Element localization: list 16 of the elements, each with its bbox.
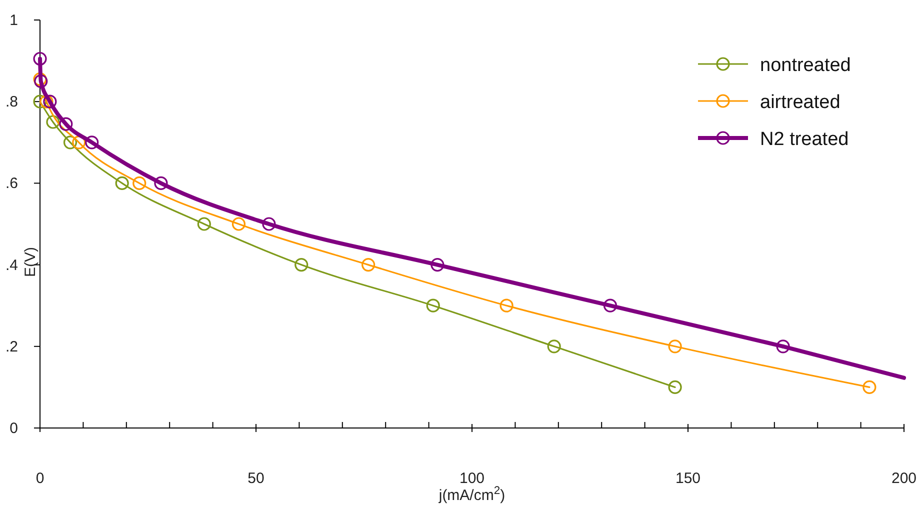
x-tick-label: 200 bbox=[891, 470, 917, 487]
y-tick-label: .6 bbox=[5, 175, 18, 192]
y-tick-label: 1 bbox=[10, 12, 18, 29]
legend-label: nontreated bbox=[760, 55, 851, 76]
x-tick-label: 50 bbox=[248, 470, 264, 487]
y-tick-label: .8 bbox=[5, 94, 18, 111]
legend-label: airtreated bbox=[760, 92, 840, 113]
x-tick-label: 0 bbox=[36, 470, 44, 487]
y-tick-label: .4 bbox=[5, 256, 18, 274]
legend-label: N2 treated bbox=[760, 129, 849, 150]
x-tick-label: 100 bbox=[459, 470, 485, 487]
x-tick-label: 150 bbox=[675, 470, 701, 487]
x-axis-title: j(mA/cm$^{2}$) bbox=[438, 485, 506, 504]
y-tick-label: .2 bbox=[5, 338, 18, 356]
y-axis-title: E(V) bbox=[22, 246, 39, 277]
y-tick-label: 0 bbox=[10, 420, 18, 437]
